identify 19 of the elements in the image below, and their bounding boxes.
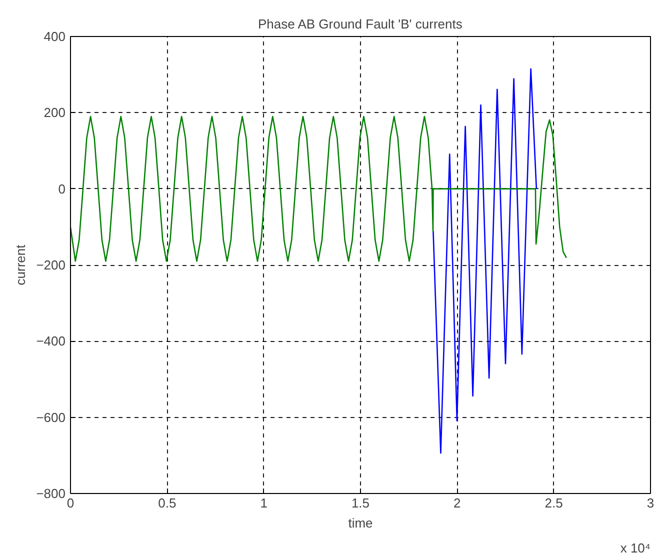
line-series [432,68,538,454]
x-tick-label: 1 [260,496,268,510]
x-tick-label: 2.5 [544,496,563,510]
y-tick-label: −800 [36,486,66,501]
x-axis-title: time [348,516,373,530]
y-tick-label: 400 [44,29,66,44]
x-tick-label: 1.5 [351,496,370,510]
y-tick-label: −600 [36,410,66,425]
text: x 10⁴ [620,540,651,556]
y-tick-label: 0 [58,181,66,196]
y-tick-label: −400 [36,334,66,349]
x-tick-label: 2 [454,496,461,510]
line-series [70,116,568,262]
x-tick-label: 0.5 [158,496,176,510]
y-axis-title: current [13,244,28,286]
y-tick-label: 200 [44,105,66,120]
x-tick-label: 3 [646,496,654,510]
y-tick-label: −200 [36,258,66,272]
chart-title: Phase AB Ground Fault 'B' currents [258,16,463,32]
